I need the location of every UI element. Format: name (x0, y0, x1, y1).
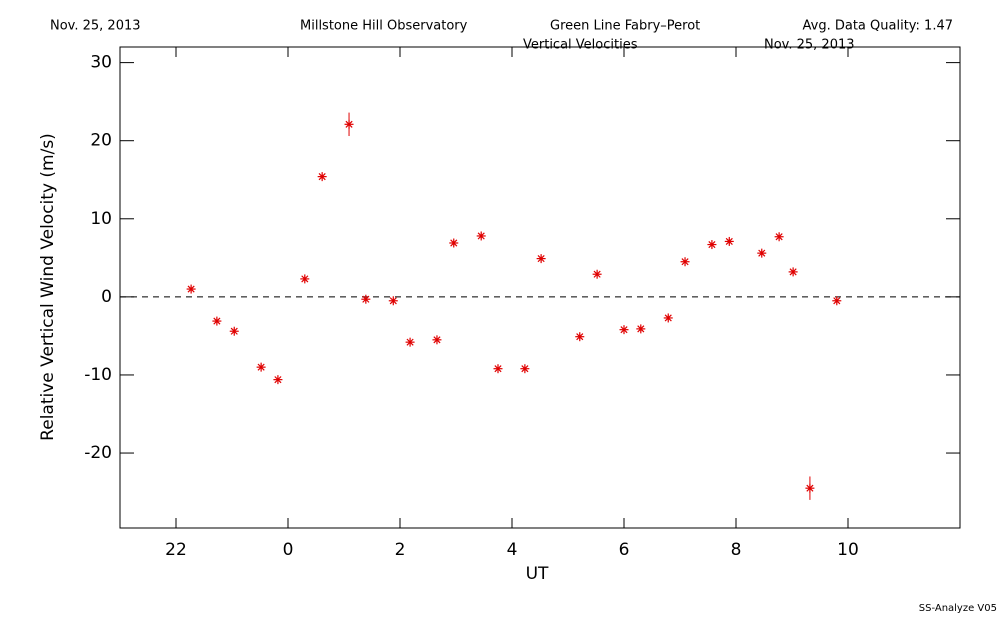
asterisk-stroke (537, 255, 545, 263)
header-instrument: Green Line Fabry–Perot (550, 19, 700, 34)
asterisk-stroke (494, 365, 502, 373)
asterisk-stroke (576, 333, 584, 341)
asterisk-stroke (230, 327, 238, 335)
point (273, 375, 283, 385)
asterisk-stroke (301, 275, 309, 283)
asterisk-stroke (833, 297, 841, 305)
point (832, 296, 842, 306)
point (493, 364, 503, 374)
point (575, 332, 585, 342)
asterisk-stroke (362, 295, 370, 303)
point (774, 232, 784, 242)
x-tick-label: 10 (837, 540, 859, 560)
point (317, 172, 327, 182)
header-observatory: Millstone Hill Observatory (300, 19, 468, 34)
asterisk-stroke (681, 258, 689, 266)
point (805, 483, 815, 493)
asterisk-stroke (389, 297, 397, 305)
point (680, 257, 690, 267)
x-tick-label: 8 (731, 540, 742, 560)
asterisk-stroke (477, 232, 485, 240)
asterisk-stroke (433, 336, 441, 344)
asterisk-stroke (620, 326, 628, 334)
asterisk-stroke (345, 120, 353, 128)
asterisk-stroke (789, 268, 797, 276)
y-tick-label: -10 (84, 365, 112, 385)
x-tick-label: 4 (507, 540, 518, 560)
asterisk-stroke (708, 240, 716, 249)
point (361, 294, 371, 304)
point (592, 269, 602, 279)
asterisk-stroke (521, 365, 529, 373)
point (619, 325, 629, 335)
point (388, 296, 398, 306)
asterisk-stroke (664, 314, 672, 322)
point (212, 316, 222, 326)
y-axis-label: Relative Vertical Wind Velocity (m/s) (38, 133, 58, 441)
point (300, 274, 310, 284)
y-tick-label: 10 (90, 209, 112, 229)
point (229, 326, 239, 336)
footer: SS-Analyze V05 (919, 603, 997, 614)
x-tick-label: 0 (283, 540, 294, 560)
asterisk-stroke (187, 285, 195, 293)
title-date: Nov. 25, 2013 (764, 38, 855, 53)
asterisk-stroke (775, 233, 783, 241)
point (476, 231, 486, 241)
point (344, 119, 354, 129)
asterisk-stroke (593, 270, 601, 278)
y-tick-label: 0 (101, 287, 112, 307)
point (707, 240, 717, 250)
asterisk-stroke (257, 363, 265, 371)
asterisk-stroke (806, 484, 814, 492)
asterisk-stroke (725, 237, 733, 246)
x-tick-label: 22 (165, 540, 187, 560)
point (449, 238, 459, 248)
point (186, 284, 196, 294)
header-quality: Avg. Data Quality: 1.47 (803, 19, 953, 34)
asterisk-stroke (406, 338, 414, 346)
y-tick-label: 30 (90, 53, 112, 73)
y-tick-label: -20 (84, 443, 112, 463)
asterisk-stroke (758, 249, 766, 257)
asterisk-stroke (450, 239, 458, 247)
point (724, 236, 734, 246)
x-tick-label: 2 (395, 540, 406, 560)
point (536, 254, 546, 264)
point (432, 335, 442, 345)
y-tick-label: 20 (90, 131, 112, 151)
asterisk-stroke (318, 173, 326, 181)
point (788, 267, 798, 277)
point (405, 337, 415, 347)
plot-frame (119, 46, 961, 529)
asterisk-stroke (637, 325, 645, 333)
header-date: Nov. 25, 2013 (50, 19, 141, 34)
chart-title: Vertical Velocities (523, 38, 638, 53)
asterisk-stroke (274, 376, 282, 384)
asterisk-stroke (213, 317, 221, 325)
point (757, 248, 767, 258)
point (256, 362, 266, 372)
point (636, 324, 646, 334)
x-tick-label: 6 (619, 540, 630, 560)
x-axis-label: UT (526, 564, 549, 584)
point (520, 364, 530, 374)
point (663, 313, 673, 323)
